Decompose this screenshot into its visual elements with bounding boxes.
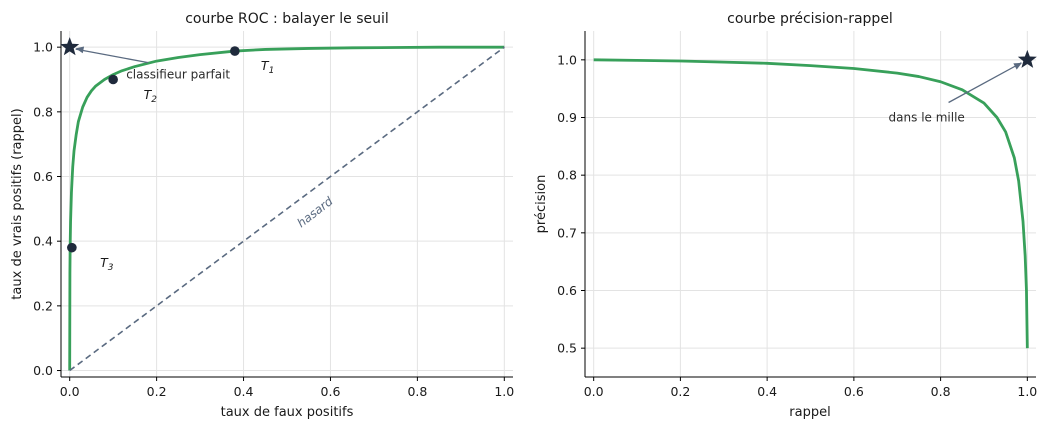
roc-y-tick-label: 0.6 <box>33 169 53 184</box>
roc-x-tick-label: 1.0 <box>494 384 514 399</box>
roc-threshold-label: T2 <box>144 87 158 105</box>
pr-y-tick-label: 1.0 <box>557 52 577 67</box>
roc-x-tick-label: 0.0 <box>60 384 80 399</box>
roc-threshold-point <box>108 74 118 85</box>
precision-recall-chart: courbe précision-rappel 0.0 0.2 0.4 0.6 0.8 1… <box>534 11 1037 420</box>
roc-threshold-label: T1 <box>261 58 274 76</box>
pr-x-tick-label: 0.4 <box>757 384 777 399</box>
pr-annotation-text: dans le mille <box>889 111 965 125</box>
roc-x-tick-label: 0.8 <box>407 384 427 399</box>
pr-y-tick-label: 0.6 <box>557 283 577 298</box>
roc-chance-line <box>69 46 505 372</box>
roc-y-tick-label: 0.2 <box>33 298 53 313</box>
roc-chance-label: hasard <box>294 194 335 230</box>
roc-y-tick-label: 0.0 <box>33 363 53 378</box>
roc-curve <box>68 45 505 371</box>
pr-curve <box>593 58 1029 349</box>
pr-x-tick-label: 0.2 <box>670 384 690 399</box>
roc-threshold-point <box>67 242 77 253</box>
pr-y-tick-label: 0.8 <box>557 168 577 183</box>
pr-annotation-arrow <box>948 62 1022 104</box>
roc-x-tick-label: 0.4 <box>234 384 254 399</box>
pr-annotation-arrowhead <box>1013 62 1023 70</box>
roc-threshold-label: T3 <box>100 255 114 273</box>
pr-y-tick-label: 0.7 <box>557 225 577 240</box>
roc-annotation-text: classifieur parfait <box>126 68 230 82</box>
pr-y-tick-label: 0.9 <box>557 110 577 125</box>
roc-y-tick-label: 0.4 <box>33 234 53 249</box>
roc-x-tick-label: 0.6 <box>321 384 341 399</box>
pr-y-tick-label: 0.5 <box>557 341 577 356</box>
roc-perfect-star <box>60 37 80 56</box>
roc-y-tick-label: 0.8 <box>33 104 53 119</box>
roc-y-tick-label: 1.0 <box>33 40 53 55</box>
pr-perfect-star <box>1017 49 1037 68</box>
roc-x-tick-label: 0.2 <box>147 384 167 399</box>
roc-chart-title: courbe ROC : balayer le seuil <box>185 11 389 27</box>
pr-y-axis-label: précision <box>534 175 549 234</box>
roc-y-axis-label: taux de vrais positifs (rappel) <box>10 108 25 299</box>
pr-x-tick-label: 0.6 <box>844 384 864 399</box>
roc-x-axis-label: taux de faux positifs <box>221 405 354 420</box>
pr-x-tick-label: 1.0 <box>1017 384 1037 399</box>
pr-x-tick-label: 0.0 <box>584 384 604 399</box>
pr-chart-title: courbe précision-rappel <box>727 11 893 27</box>
roc-annotation-arrowhead <box>75 46 85 54</box>
roc-threshold-point <box>230 46 240 56</box>
pr-x-tick-label: 0.8 <box>931 384 951 399</box>
pr-x-axis-label: rappel <box>789 405 830 420</box>
roc-annotation-arrow <box>75 48 149 64</box>
roc-chart: courbe ROC : balayer le seuil 0.0 0.2 0.4 0… <box>10 11 514 420</box>
